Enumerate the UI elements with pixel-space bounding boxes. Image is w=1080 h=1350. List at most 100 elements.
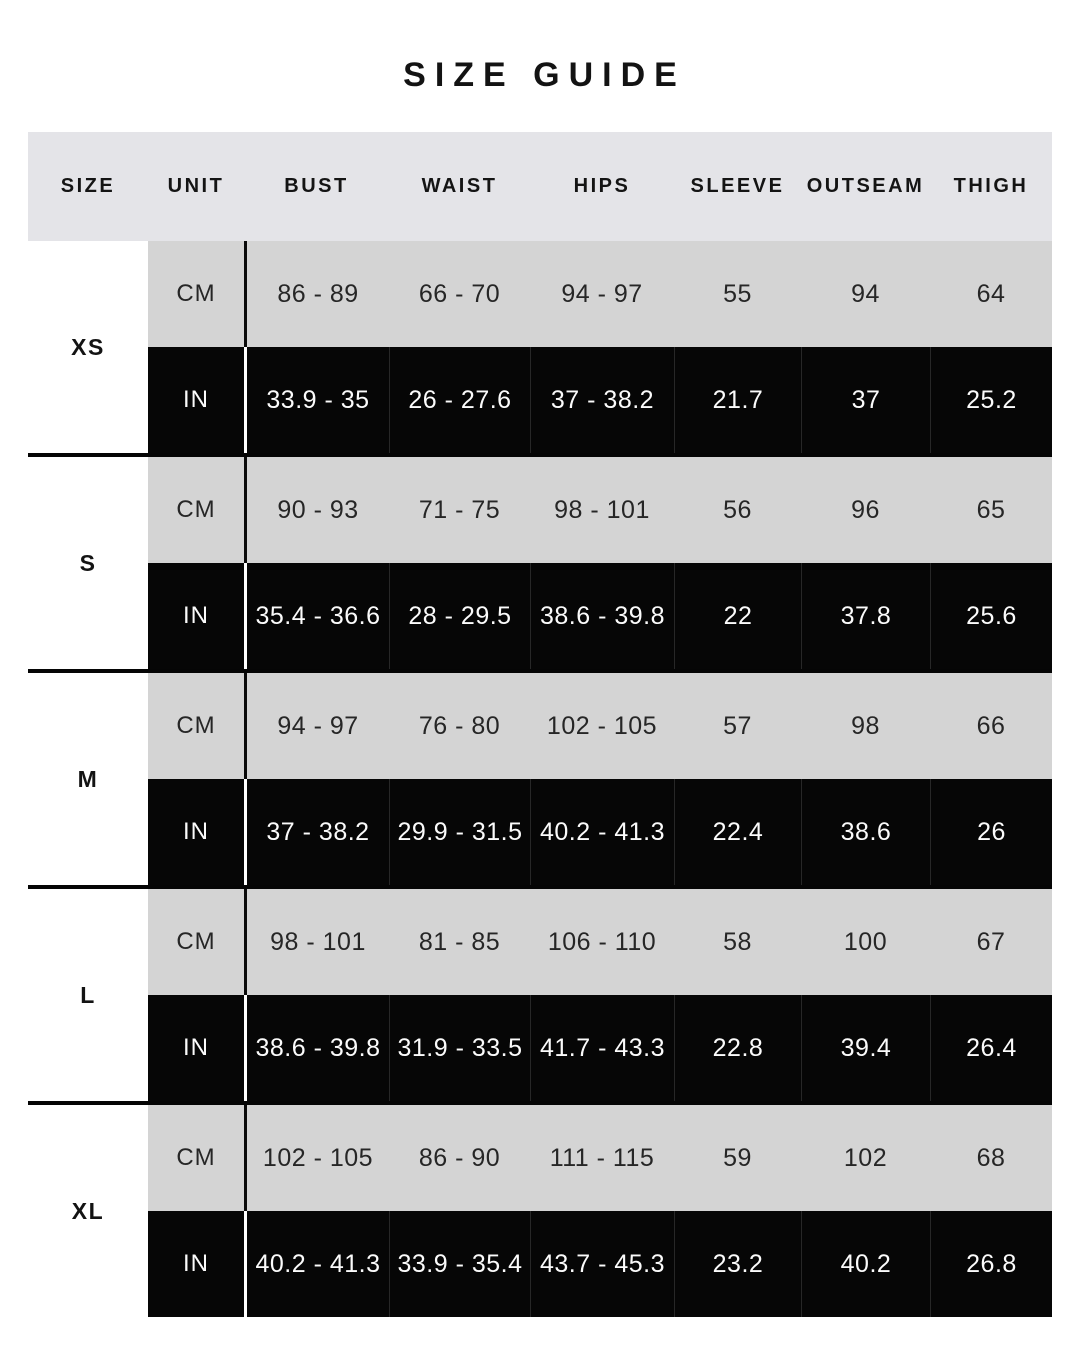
cm-row: CM 94 - 97 76 - 80 102 - 105 57 98 66 xyxy=(148,673,1052,779)
size-label-l: L xyxy=(28,889,148,1101)
measurement-cell: 102 - 105 xyxy=(546,711,658,740)
size-group-rows: CM 90 - 93 71 - 75 98 - 101 56 96 65 IN … xyxy=(148,457,1052,669)
column-header-bust: BUST xyxy=(284,175,349,197)
measurement-cell: 86 - 89 xyxy=(244,241,389,347)
unit-label-cm: CM xyxy=(176,712,216,739)
size-group-s: S CM 90 - 93 71 - 75 98 - 101 56 96 65 I… xyxy=(28,457,1052,673)
size-group-m: M CM 94 - 97 76 - 80 102 - 105 57 98 66 … xyxy=(28,673,1052,889)
measurement-cell: 38.6 - 39.8 xyxy=(244,995,389,1101)
size-group-xs: XS CM 86 - 89 66 - 70 94 - 97 55 94 64 I… xyxy=(28,241,1052,457)
size-group-rows: CM 98 - 101 81 - 85 106 - 110 58 100 67 … xyxy=(148,889,1052,1101)
unit-label-cm: CM xyxy=(176,1144,216,1171)
unit-label-cm: CM xyxy=(176,928,216,955)
measurement-cell: 55 xyxy=(723,279,752,308)
measurement-cell: 76 - 80 xyxy=(418,711,501,740)
measurement-cell: 66 - 70 xyxy=(418,279,501,308)
measurement-cell: 94 - 97 xyxy=(244,673,389,779)
measurement-cell: 111 - 115 xyxy=(549,1143,655,1172)
column-header-waist: WAIST xyxy=(421,175,498,197)
in-row: IN 40.2 - 41.3 33.9 - 35.4 43.7 - 45.3 2… xyxy=(148,1211,1052,1317)
measurement-cell: 90 - 93 xyxy=(244,457,389,563)
measurement-cell: 58 xyxy=(723,927,752,956)
measurement-cell: 33.9 - 35 xyxy=(244,347,389,453)
measurement-cell: 40.2 - 41.3 xyxy=(244,1211,389,1317)
measurement-cell: 41.7 - 43.3 xyxy=(530,995,674,1101)
unit-label-cm: CM xyxy=(176,280,216,307)
measurement-cell: 56 xyxy=(723,495,752,524)
column-header-unit: UNIT xyxy=(167,175,225,197)
measurement-cell: 102 - 105 xyxy=(244,1105,389,1211)
column-header-outseam: OUTSEAM xyxy=(806,175,925,197)
measurement-cell: 26 - 27.6 xyxy=(389,347,530,453)
measurement-cell: 37 xyxy=(801,347,930,453)
unit-label-in: IN xyxy=(183,386,209,413)
cm-row: CM 102 - 105 86 - 90 111 - 115 59 102 68 xyxy=(148,1105,1052,1211)
size-group-l: L CM 98 - 101 81 - 85 106 - 110 58 100 6… xyxy=(28,889,1052,1105)
measurement-cell: 33.9 - 35.4 xyxy=(389,1211,530,1317)
in-row: IN 35.4 - 36.6 28 - 29.5 38.6 - 39.8 22 … xyxy=(148,563,1052,669)
measurement-cell: 38.6 - 39.8 xyxy=(530,563,674,669)
column-header-thigh: THIGH xyxy=(953,175,1029,197)
measurement-cell: 94 - 97 xyxy=(561,279,643,308)
table-header-row: SIZE UNIT BUST WAIST HIPS SLEEVE OUTSEAM… xyxy=(28,132,1052,241)
measurement-cell: 29.9 - 31.5 xyxy=(389,779,530,885)
unit-label-in: IN xyxy=(183,818,209,845)
measurement-cell: 71 - 75 xyxy=(418,495,501,524)
measurement-cell: 100 xyxy=(843,927,888,956)
size-label-m: M xyxy=(28,673,148,885)
measurement-cell: 66 xyxy=(976,711,1006,740)
unit-label-in: IN xyxy=(183,1250,209,1277)
measurement-cell: 67 xyxy=(976,927,1006,956)
measurement-cell: 40.2 xyxy=(801,1211,930,1317)
size-group-rows: CM 86 - 89 66 - 70 94 - 97 55 94 64 IN 3… xyxy=(148,241,1052,453)
page-title: SIZE GUIDE xyxy=(403,56,686,94)
measurement-cell: 37.8 xyxy=(801,563,930,669)
measurement-cell: 21.7 xyxy=(674,347,801,453)
column-header-sleeve: SLEEVE xyxy=(690,175,785,197)
size-label-xl: XL xyxy=(28,1105,148,1317)
measurement-cell: 98 xyxy=(851,711,880,740)
size-label-xs: XS xyxy=(28,241,148,453)
measurement-cell: 65 xyxy=(976,495,1006,524)
measurement-cell: 96 xyxy=(851,495,880,524)
cm-row: CM 98 - 101 81 - 85 106 - 110 58 100 67 xyxy=(148,889,1052,995)
size-group-xl: XL CM 102 - 105 86 - 90 111 - 115 59 102… xyxy=(28,1105,1052,1317)
measurement-cell: 57 xyxy=(723,711,752,740)
measurement-cell: 98 - 101 xyxy=(554,495,650,524)
size-group-rows: CM 102 - 105 86 - 90 111 - 115 59 102 68… xyxy=(148,1105,1052,1317)
measurement-cell: 22.4 xyxy=(674,779,801,885)
measurement-cell: 35.4 - 36.6 xyxy=(244,563,389,669)
cm-row: CM 86 - 89 66 - 70 94 - 97 55 94 64 xyxy=(148,241,1052,347)
measurement-cell: 98 - 101 xyxy=(244,889,389,995)
cm-row: CM 90 - 93 71 - 75 98 - 101 56 96 65 xyxy=(148,457,1052,563)
measurement-cell: 25.6 xyxy=(930,563,1052,669)
in-row: IN 33.9 - 35 26 - 27.6 37 - 38.2 21.7 37… xyxy=(148,347,1052,453)
measurement-cell: 64 xyxy=(976,279,1006,308)
measurement-cell: 86 - 90 xyxy=(418,1143,501,1172)
in-row: IN 37 - 38.2 29.9 - 31.5 40.2 - 41.3 22.… xyxy=(148,779,1052,885)
column-header-hips: HIPS xyxy=(573,175,631,197)
measurement-cell: 23.2 xyxy=(674,1211,801,1317)
measurement-cell: 102 xyxy=(843,1143,888,1172)
measurement-cell: 40.2 - 41.3 xyxy=(530,779,674,885)
measurement-cell: 37 - 38.2 xyxy=(244,779,389,885)
measurement-cell: 25.2 xyxy=(930,347,1052,453)
measurement-cell: 59 xyxy=(723,1143,752,1172)
size-label-s: S xyxy=(28,457,148,669)
column-header-size: SIZE xyxy=(60,175,116,197)
unit-label-cm: CM xyxy=(176,496,216,523)
measurement-cell: 38.6 xyxy=(801,779,930,885)
measurement-cell: 106 - 110 xyxy=(547,927,657,956)
measurement-cell: 68 xyxy=(976,1143,1006,1172)
measurement-cell: 22.8 xyxy=(674,995,801,1101)
measurement-cell: 26 xyxy=(930,779,1052,885)
measurement-cell: 26.4 xyxy=(930,995,1052,1101)
unit-label-in: IN xyxy=(183,602,209,629)
in-row: IN 38.6 - 39.8 31.9 - 33.5 41.7 - 43.3 2… xyxy=(148,995,1052,1101)
measurement-cell: 94 xyxy=(851,279,880,308)
measurement-cell: 22 xyxy=(674,563,801,669)
measurement-cell: 37 - 38.2 xyxy=(530,347,674,453)
measurement-cell: 39.4 xyxy=(801,995,930,1101)
measurement-cell: 26.8 xyxy=(930,1211,1052,1317)
